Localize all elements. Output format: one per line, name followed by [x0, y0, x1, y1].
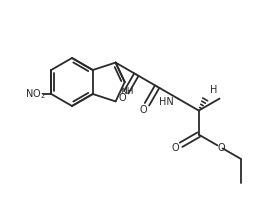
Text: O: O: [140, 105, 147, 115]
Text: O: O: [218, 143, 226, 153]
Text: HN: HN: [159, 97, 174, 106]
Text: NH: NH: [121, 87, 134, 96]
Text: NO$_2$: NO$_2$: [25, 87, 46, 101]
Text: O: O: [171, 143, 179, 153]
Text: H: H: [210, 84, 217, 95]
Text: O: O: [119, 93, 127, 103]
